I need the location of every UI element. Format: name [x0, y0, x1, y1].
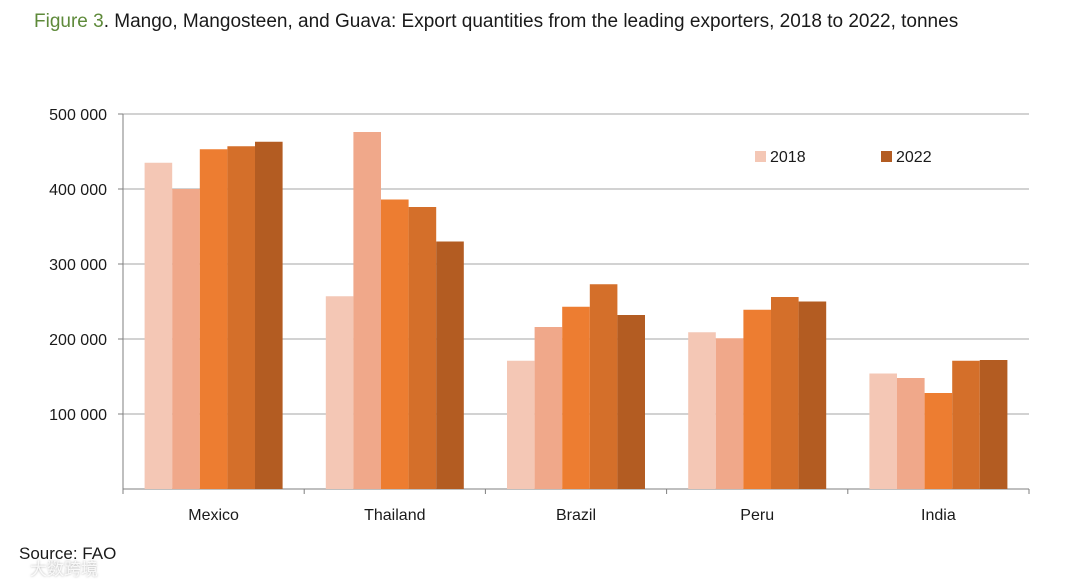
- bar: [199, 149, 228, 489]
- legend-swatch: [755, 151, 766, 162]
- y-tick-label: 500 000: [49, 107, 107, 124]
- bar: [353, 132, 381, 489]
- bar: [798, 301, 827, 489]
- x-tick-label: India: [921, 507, 956, 524]
- x-tick-label: Peru: [740, 507, 774, 524]
- bar: [869, 373, 897, 489]
- x-tick-label: Brazil: [556, 507, 596, 524]
- watermark-text: 大数跨境: [30, 560, 98, 579]
- bar: [408, 207, 437, 489]
- bar: [589, 284, 618, 489]
- title-text: . Mango, Mangosteen, and Guava: Export q…: [103, 11, 959, 32]
- bar: [562, 306, 590, 489]
- source-note: Source: FAO: [19, 544, 117, 563]
- y-tick-label: 400 000: [49, 182, 107, 199]
- x-tick-label: Mexico: [188, 507, 239, 524]
- bar: [255, 141, 283, 489]
- figure-label: Figure 3: [34, 11, 104, 32]
- legend-label: 2022: [896, 149, 932, 166]
- bar: [144, 162, 173, 489]
- tick-labels: 100 000 200 000 300 000 400 000 500 000 Mexic…: [49, 107, 956, 524]
- bar: [771, 297, 799, 489]
- y-tick-label: 100 000: [49, 407, 107, 424]
- bar: [979, 360, 1008, 489]
- bar: [325, 296, 354, 489]
- legend: 2018 2022: [755, 149, 932, 166]
- legend-swatch: [881, 151, 892, 162]
- bar: [436, 241, 464, 489]
- y-tick-label: 300 000: [49, 257, 107, 274]
- bar: [952, 360, 980, 489]
- bar: [227, 146, 255, 489]
- legend-label: 2018: [770, 149, 806, 166]
- bar: [381, 199, 409, 489]
- bar: [507, 360, 535, 489]
- bar: [743, 309, 771, 489]
- x-tick-label: Thailand: [364, 507, 425, 524]
- y-tick-label: 200 000: [49, 332, 107, 349]
- bar: [688, 332, 716, 489]
- bar: [715, 338, 744, 489]
- bar: [617, 315, 645, 489]
- bar: [924, 393, 953, 489]
- bar: [534, 327, 563, 489]
- bars: [144, 132, 1008, 489]
- bar: [172, 189, 200, 489]
- chart-title: Figure 3. Mango, Mangosteen, and Guava: …: [34, 11, 958, 33]
- bar: [897, 378, 925, 489]
